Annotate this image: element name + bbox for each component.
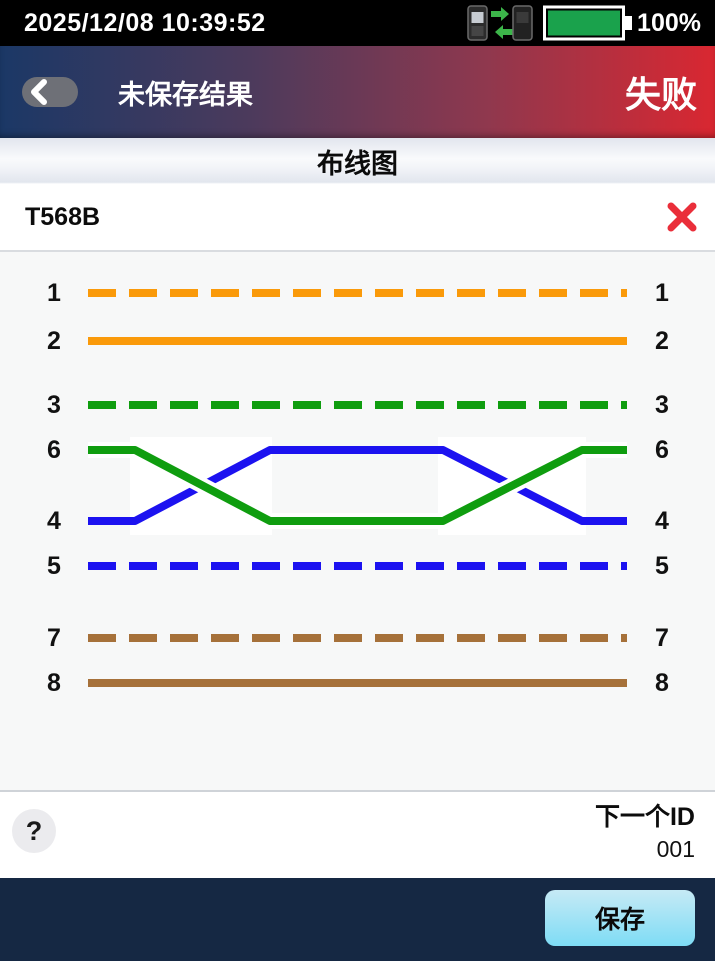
back-button[interactable] — [22, 77, 78, 107]
pin-label-left: 8 — [47, 669, 61, 697]
next-id-label: 下一个ID — [594, 803, 695, 831]
pin-label-right: 3 — [655, 391, 669, 419]
status-icons: 100% — [467, 3, 701, 43]
pin-label-right: 2 — [655, 327, 669, 355]
bottom-bar: 保存 — [0, 878, 715, 961]
wire-line-4 — [88, 446, 627, 525]
page-title: 未保存结果 — [118, 79, 253, 110]
pin-label-left: 4 — [47, 507, 61, 535]
next-id-value: 001 — [656, 836, 695, 862]
pin-label-left: 7 — [47, 624, 61, 652]
wiring-standard-label: T568B — [25, 202, 101, 231]
section-title-bar: 布线图 — [0, 138, 715, 184]
pin-label-right: 1 — [655, 279, 669, 307]
fail-x-icon — [667, 202, 697, 232]
section-title: 布线图 — [317, 148, 398, 179]
footer-info: ? 下一个ID 001 — [0, 790, 715, 878]
pin-label-left: 2 — [47, 327, 61, 355]
battery-percent: 100% — [637, 8, 701, 37]
battery-icon — [543, 5, 633, 41]
pin-label-right: 7 — [655, 624, 669, 652]
device-sync-icon — [467, 5, 533, 41]
wiremap-svg — [88, 289, 627, 687]
pin-label-left: 3 — [47, 391, 61, 419]
chevron-left-icon — [31, 79, 47, 105]
pin-label-left: 5 — [47, 552, 61, 580]
wire-line-6 — [88, 446, 627, 525]
status-datetime: 2025/12/08 10:39:52 — [24, 8, 266, 37]
help-button[interactable]: ? — [12, 809, 56, 853]
pin-label-right: 4 — [655, 507, 669, 535]
result-status: 失败 — [624, 74, 697, 115]
result-header: 未保存结果 失败 — [0, 46, 715, 138]
pin-label-right: 6 — [655, 436, 669, 464]
wiremap-area: 1 1 2 2 3 3 4 4 5 5 6 6 7 7 8 8 — [0, 252, 715, 790]
standard-row: T568B — [0, 184, 715, 252]
next-id: 下一个ID 001 — [595, 800, 695, 864]
save-button[interactable]: 保存 — [545, 890, 695, 946]
pin-label-right: 8 — [655, 669, 669, 697]
pin-label-left: 6 — [47, 436, 61, 464]
pin-label-right: 5 — [655, 552, 669, 580]
pin-label-left: 1 — [47, 279, 61, 307]
status-bar: 2025/12/08 10:39:52 100% — [0, 0, 715, 46]
